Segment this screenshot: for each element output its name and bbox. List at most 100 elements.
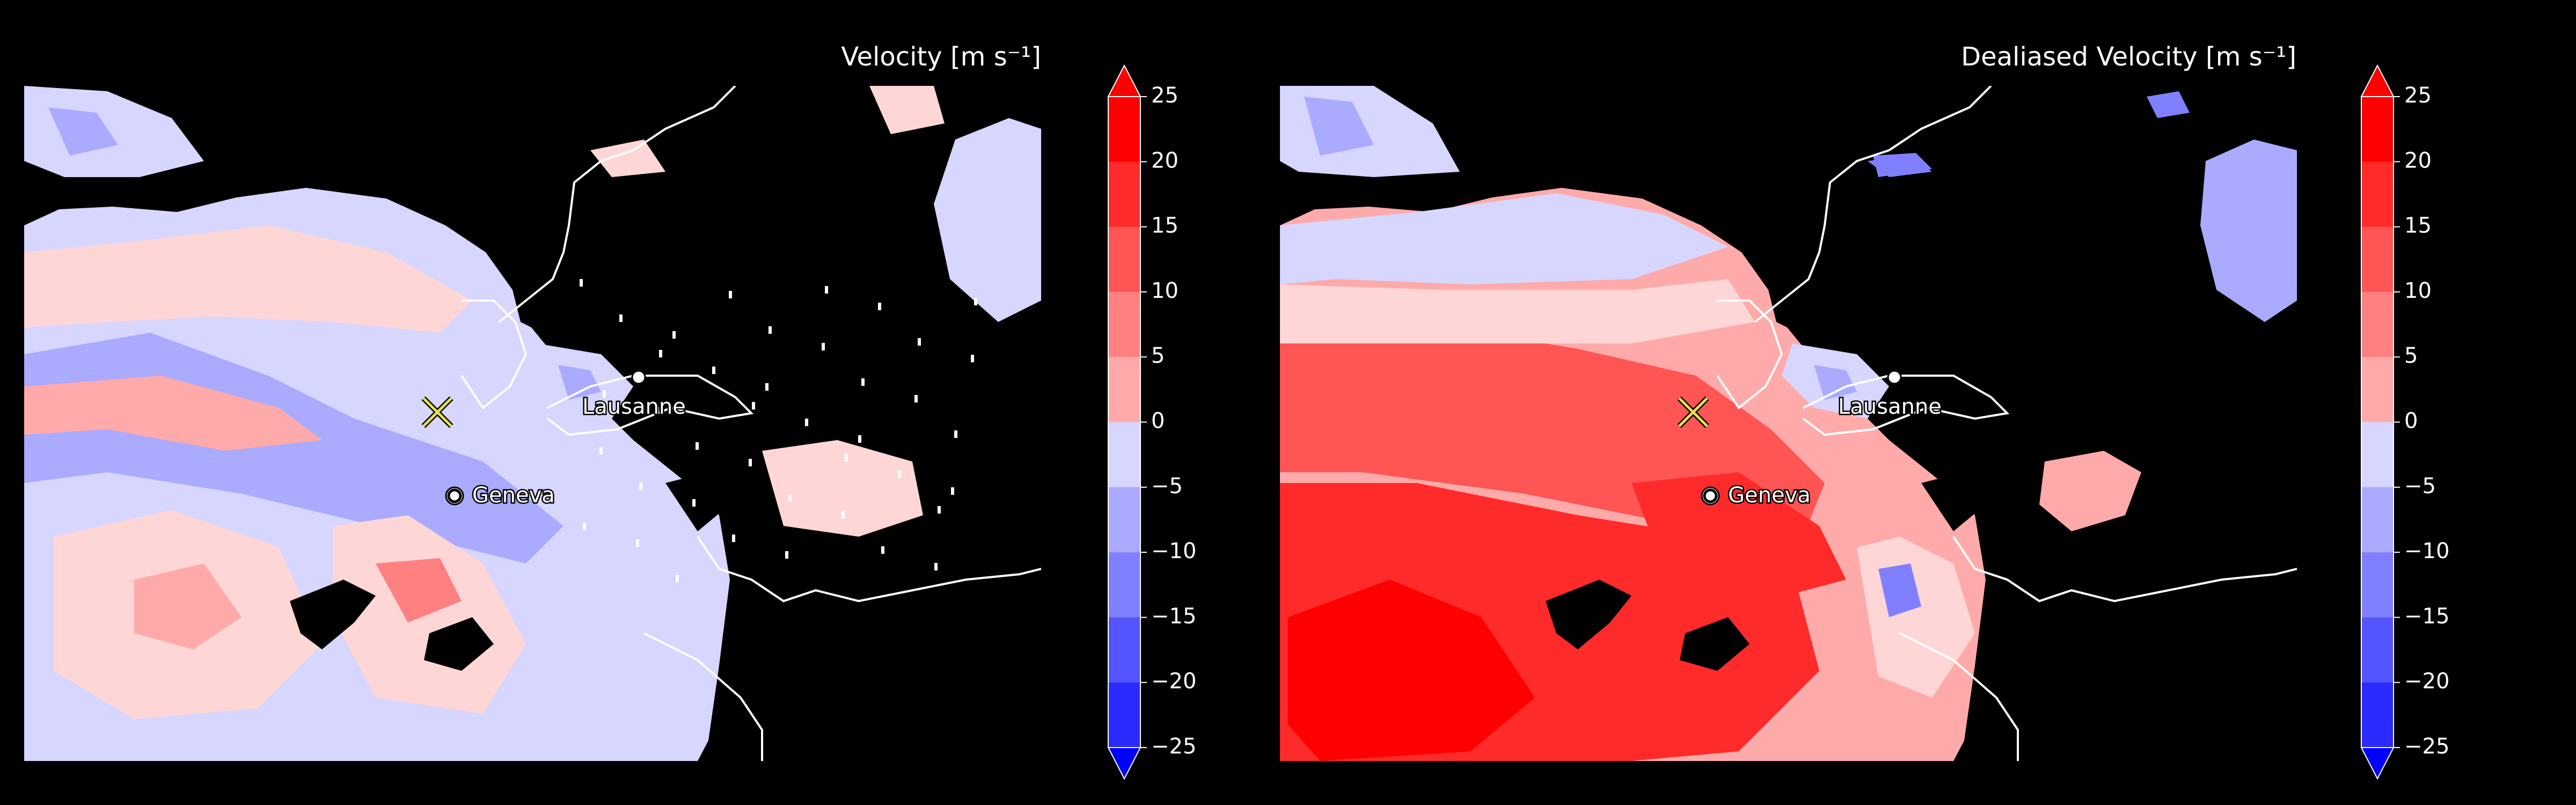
noise-speck: [765, 383, 769, 391]
velocity-band-pink-2: [24, 376, 322, 451]
colorbar-tick-label: 0: [2404, 409, 2418, 434]
city-geneva: Geneva: [445, 482, 556, 509]
noise-speck: [788, 494, 792, 502]
isolated-echo-blue: [1873, 153, 1932, 177]
colorbar-segment: [2361, 97, 2394, 162]
isolated-echo: [934, 118, 1041, 322]
velocity-map-panel: Lausanne Geneva: [24, 86, 1041, 761]
noise-speck: [656, 407, 659, 414]
colorbar-tick-label: 5: [2404, 343, 2418, 368]
colorbar-tick-label: −20: [2404, 669, 2449, 694]
colorbar-segment: [2361, 487, 2394, 553]
colorbar-tick-label: −5: [2404, 474, 2436, 499]
city-dot-icon: [1887, 370, 1902, 385]
noise-speck: [934, 563, 938, 570]
noise-speck: [659, 350, 662, 357]
velocity-topleft: [24, 86, 204, 177]
colorbar-segment: [2361, 162, 2394, 228]
isolated-echo: [869, 86, 945, 134]
noise-speck: [841, 511, 845, 518]
noise-speck: [676, 575, 679, 582]
noise-speck: [858, 435, 861, 443]
isolated-echo: [762, 440, 923, 537]
colorbar-segment: [1108, 487, 1140, 553]
scatter-patch-blue: [558, 365, 601, 400]
velocity-band-red: [376, 558, 462, 623]
velocity-topleft-blue: [48, 107, 118, 156]
city-geneva: Geneva: [1701, 482, 1812, 509]
noise-speck: [692, 499, 696, 507]
city-label: Geneva: [1728, 483, 1811, 508]
dealiased-velocity-map-panel: Lausanne Geneva: [1280, 86, 2297, 761]
noise-speck: [636, 539, 639, 547]
city-lausanne: Lausanne: [581, 370, 687, 421]
colorbar-segment: [2361, 552, 2394, 618]
colorbar-tick-label: −20: [1151, 669, 1196, 694]
noise-speck: [583, 523, 586, 530]
colorbar-segment: [2361, 226, 2394, 292]
isolated-echo: [2039, 451, 2141, 531]
colorbar-tick-label: 10: [1151, 279, 1179, 303]
noise-speck: [732, 535, 735, 542]
country-border-east: [1952, 536, 2297, 603]
colorbar-tick-label: 20: [1151, 148, 1179, 173]
city-label: Lausanne: [582, 394, 686, 419]
noise-speck: [639, 482, 642, 490]
noise-speck: [914, 395, 918, 402]
colorbar-tick-label: −25: [1151, 734, 1196, 759]
velocity-colorbar: 25 20 15 10 5 0 −5 −10 −15 −20 −25: [1107, 64, 1196, 780]
country-border-south: [643, 632, 763, 761]
colorbar-segment: [1108, 162, 1140, 228]
colorbar-segment: [2361, 422, 2394, 488]
noise-speck: [712, 367, 715, 374]
colorbar-tick-label: 15: [1151, 214, 1179, 238]
colorbar-tick-label: 20: [2404, 148, 2432, 173]
colorbar-segment: [1108, 97, 1140, 162]
noise-speck: [898, 471, 901, 478]
canton-outline: [1716, 299, 1783, 409]
city-label: Geneva: [472, 483, 555, 508]
radar-site-x-marker: [1677, 396, 1709, 428]
colorbar-segment: [1108, 422, 1140, 488]
colorbar-extend-max: [2360, 64, 2395, 97]
noise-speck: [599, 447, 603, 455]
country-border: [498, 86, 736, 323]
dealiased-band-red-2: [1631, 472, 1846, 601]
dealiased-speck-blue: [1878, 564, 1921, 617]
isolated-echo: [2200, 140, 2297, 322]
city-label: Lausanne: [1838, 394, 1942, 419]
isolated-echo: [2147, 91, 2190, 118]
dealiased-band-lpink: [1280, 279, 1755, 343]
colorbar-segment: [2361, 682, 2394, 748]
noise-speck: [954, 430, 957, 438]
noise-speck: [938, 506, 941, 514]
canton-outline: [460, 299, 528, 409]
colorbar-tick-label: 25: [1151, 83, 1179, 108]
colorbar-tick-label: −15: [2404, 604, 2449, 628]
noise-speck: [878, 303, 881, 310]
colorbar-extend-min: [1107, 747, 1141, 780]
data-gap: [290, 580, 376, 649]
colorbar-tick-label: −15: [1151, 604, 1196, 628]
colorbar-tick-label: −5: [1151, 474, 1183, 499]
colorbar-tick-label: −10: [1151, 539, 1196, 564]
dealiased-topleft-blue: [1304, 97, 1374, 156]
colorbar-tick-label: −25: [2404, 734, 2449, 759]
data-gap-3: [665, 472, 730, 531]
colorbar-tick-label: 15: [2404, 214, 2432, 238]
noise-speck: [769, 326, 772, 334]
noise-speck: [971, 355, 974, 362]
noise-speck: [696, 442, 699, 450]
colorbar-segment: [1108, 226, 1140, 292]
velocity-band-pink-4: [134, 564, 241, 649]
noise-speck: [845, 454, 848, 462]
noise-speck: [603, 390, 606, 398]
noise-speck: [974, 298, 977, 305]
noise-speck: [861, 378, 865, 386]
noise-speck: [580, 279, 583, 287]
scatter-patch-blue: [1814, 365, 1857, 400]
noise-speck: [619, 314, 623, 322]
colorbar-segment: [1108, 682, 1140, 748]
radar-site-x-marker: [421, 396, 453, 428]
